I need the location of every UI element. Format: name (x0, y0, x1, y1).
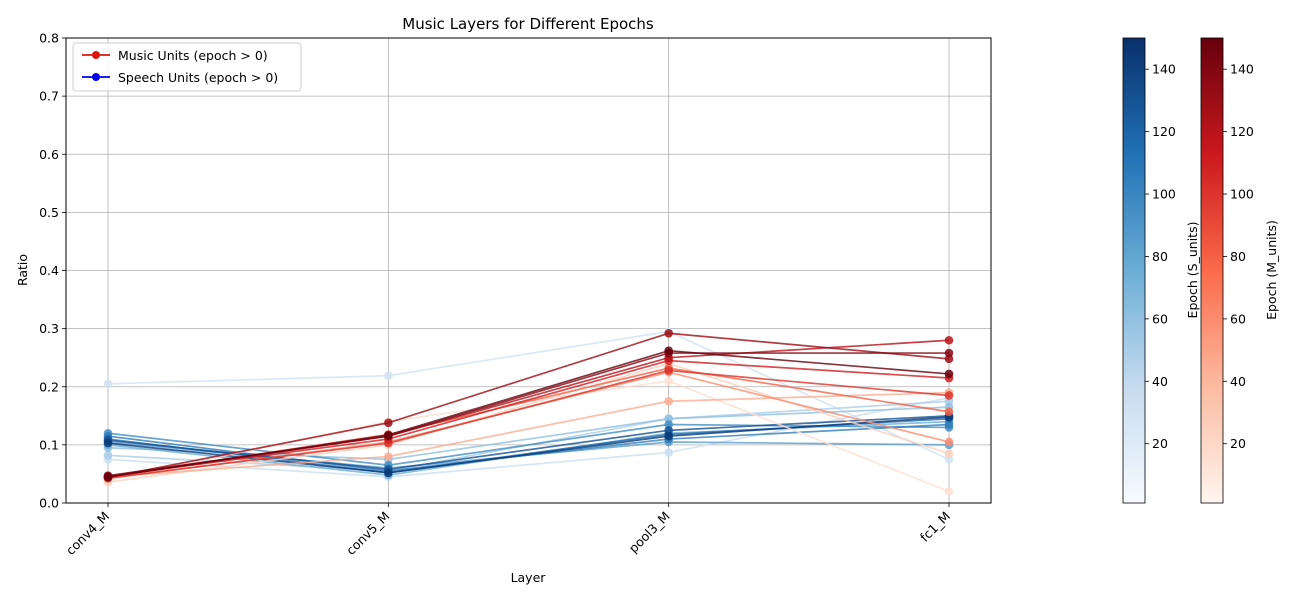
music-series-epoch-45 (103, 388, 954, 482)
music-data-point (944, 369, 954, 379)
y-tick-label: 0.3 (39, 321, 59, 336)
speech-series-line (107, 396, 950, 478)
legend-music-label: Music Units (epoch > 0) (118, 48, 268, 63)
colorbar-tick-label: 140 (1152, 62, 1176, 77)
colorbar-tick-label: 20 (1230, 436, 1246, 451)
music-series-epoch-130 (103, 328, 954, 482)
music-data-point (944, 335, 954, 345)
music-data-point (664, 328, 673, 338)
music-series-epoch-150 (103, 346, 954, 482)
music-data-point (384, 452, 393, 461)
music-data-point (384, 430, 393, 440)
x-tick-label: fc1_M (917, 509, 953, 545)
music-data-point (664, 396, 673, 406)
colorbar-speech-label: Epoch (S_units) (1185, 222, 1200, 319)
legend-box (72, 42, 302, 92)
music-data-point (384, 418, 393, 428)
x-tick-label: conv4_M (63, 509, 112, 558)
music-data-point (944, 449, 954, 458)
colorbar-tick-label: 20 (1152, 436, 1168, 451)
colorbar-music-ticks: 20 40 60 80 100 120 140 (1223, 62, 1254, 451)
speech-data-point (103, 451, 113, 460)
y-tick-label: 0.5 (39, 205, 59, 220)
music-data-point (944, 437, 954, 447)
speech-data-point (664, 448, 673, 457)
x-axis-label: Layer (511, 570, 547, 585)
y-tick-label: 0.7 (39, 89, 59, 104)
colorbar-tick-label: 120 (1230, 124, 1254, 139)
speech-data-point (103, 438, 113, 448)
colorbar-speech-ticks: 20 40 60 80 100 120 140 (1145, 62, 1176, 451)
legend-music-marker (92, 51, 100, 59)
speech-series-epoch-50 (103, 396, 954, 476)
music-series-line (107, 369, 950, 479)
x-axis-ticks: conv4_M conv5_M pool3_M fc1_M (63, 503, 953, 558)
colorbar-speech: 20 40 60 80 100 120 140 Epoch (S_units) (1122, 37, 1200, 504)
colorbar-tick-label: 80 (1230, 249, 1246, 264)
colorbar-tick-label: 100 (1152, 187, 1176, 202)
grid (66, 37, 991, 504)
colorbar-tick-label: 120 (1152, 124, 1176, 139)
x-tick-label: conv5_M (343, 509, 392, 558)
music-data-point (103, 472, 113, 482)
y-tick-label: 0.2 (39, 379, 59, 394)
music-data-point (664, 346, 673, 356)
legend: Music Units (epoch > 0) Speech Units (ep… (72, 42, 302, 92)
colorbar-music-gradient (1200, 37, 1224, 504)
colorbar-tick-label: 60 (1152, 311, 1168, 326)
speech-data-point (384, 468, 393, 478)
speech-series-line (107, 414, 950, 471)
y-axis-ticks: 0.0 0.1 0.2 0.3 0.4 0.5 0.6 0.7 0.8 (39, 31, 66, 511)
colorbar-music: 20 40 60 80 100 120 140 Epoch (M_units) (1200, 37, 1279, 504)
music-data-point (944, 487, 954, 496)
speech-data-point (384, 371, 393, 381)
speech-data-point (103, 379, 113, 389)
y-tick-label: 0.1 (39, 437, 59, 452)
music-data-point (944, 391, 954, 400)
colorbar-tick-label: 40 (1152, 374, 1168, 389)
legend-speech-label: Speech Units (epoch > 0) (118, 70, 278, 85)
colorbar-tick-label: 80 (1152, 249, 1168, 264)
music-series-line (107, 362, 950, 483)
colorbar-tick-label: 60 (1230, 311, 1246, 326)
y-tick-label: 0.6 (39, 147, 59, 162)
colorbar-tick-label: 40 (1230, 374, 1246, 389)
legend-speech-marker (92, 73, 100, 81)
music-data-point (664, 376, 673, 386)
speech-data-point (664, 431, 673, 441)
y-tick-label: 0.4 (39, 263, 59, 278)
music-series-line (107, 359, 950, 478)
colorbar-tick-label: 140 (1230, 62, 1254, 77)
music-series-line (107, 349, 950, 478)
x-tick-label: pool3_M (626, 509, 673, 556)
y-axis-label: Ratio (15, 254, 30, 286)
music-data-point (944, 348, 954, 358)
series-group (103, 327, 954, 496)
music-series-line (107, 391, 950, 478)
music-data-point (664, 366, 673, 375)
y-tick-label: 0.8 (39, 31, 59, 46)
music-series-line (107, 332, 950, 479)
colorbar-tick-label: 100 (1230, 187, 1254, 202)
y-tick-label: 0.0 (39, 496, 59, 511)
music-data-point (944, 407, 954, 417)
speech-series-line (107, 330, 950, 461)
colorbar-music-label: Epoch (M_units) (1264, 220, 1279, 320)
colorbar-speech-gradient (1122, 37, 1146, 504)
chart-title: Music Layers for Different Epochs (402, 15, 654, 33)
